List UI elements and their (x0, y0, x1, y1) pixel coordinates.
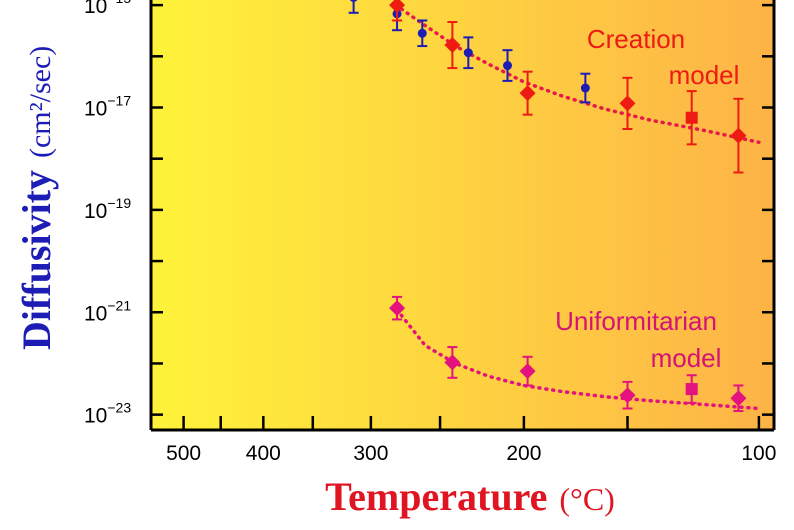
point-marker-circle (349, 0, 358, 2)
point-marker-diamond (519, 363, 536, 380)
y-axis-title-main: Diffusivity (14, 170, 59, 350)
data-point (444, 346, 461, 379)
data-point (348, 0, 359, 14)
y-tick-label: 10−19 (84, 195, 131, 223)
point-marker-diamond (444, 354, 461, 371)
data-point (619, 380, 636, 410)
data-point (444, 21, 461, 70)
y-tick-base: 10 (84, 0, 107, 18)
y-tick-base: 10 (84, 98, 107, 121)
point-marker-circle (417, 28, 427, 38)
point-marker-diamond (519, 85, 536, 102)
y-tick-label: 10−21 (84, 297, 131, 325)
y-tick-base: 10 (84, 405, 107, 428)
data-point (519, 355, 536, 387)
y-tick-label: 10−17 (84, 93, 131, 121)
point-marker-diamond (444, 37, 461, 54)
axes (149, 0, 776, 432)
point-marker-diamond (619, 95, 636, 112)
point-marker-circle (580, 83, 590, 93)
point-marker-circle (463, 48, 473, 58)
model-curve-2 (395, 307, 761, 411)
annotation-line: Creation (587, 24, 685, 54)
point-marker-square (685, 111, 698, 124)
y-axis-title-unit: (cm²/sec) (24, 46, 57, 158)
point-marker-square (685, 383, 698, 396)
data-point (619, 76, 636, 130)
y-tick-exponent: −21 (107, 297, 131, 313)
y-tick-label: 10−23 (84, 400, 131, 428)
data-point (417, 19, 428, 48)
annotation-line: model (651, 343, 722, 373)
y-tick-exponent: −19 (107, 195, 131, 211)
model-curve-1 (393, 3, 761, 145)
annotation-line: model (669, 60, 740, 90)
annotations: Creation model Uniformitarian model (555, 24, 739, 373)
y-tick-exponent: −15 (107, 0, 131, 6)
data-point (463, 36, 474, 70)
point-marker-diamond (389, 300, 406, 317)
y-tick-exponent: −23 (107, 400, 131, 416)
data-point (730, 97, 747, 174)
data-point (502, 49, 513, 82)
data-point (730, 384, 747, 413)
x-axis-title: Temperature (°C) (325, 474, 615, 519)
point-marker-diamond (389, 0, 406, 14)
x-tick-label: 400 (246, 442, 281, 465)
point-marker-diamond (730, 127, 747, 144)
annotation-line: Uniformitarian (555, 306, 717, 336)
y-tick-label: 10−15 (84, 0, 131, 18)
data-point (580, 72, 591, 104)
y-axis-title: Diffusivity (cm²/sec) (14, 46, 59, 350)
x-tick-label: 200 (506, 442, 541, 465)
model-curves (393, 3, 761, 411)
point-marker-diamond (730, 390, 747, 407)
y-tick-base: 10 (84, 200, 107, 223)
x-axis-title-main: Temperature (325, 474, 547, 519)
plot-background (151, 0, 774, 430)
y-tick-base: 10 (84, 302, 107, 325)
x-tick-label: 100 (741, 442, 776, 465)
data-point (389, 0, 406, 22)
point-marker-circle (503, 61, 513, 71)
x-axis-title-unit: (°C) (559, 481, 614, 517)
point-marker-diamond (619, 387, 636, 404)
data-point (685, 90, 698, 146)
data-points (348, 0, 747, 413)
data-point (685, 374, 698, 404)
data-point (519, 70, 536, 116)
tick-marks (151, 3, 774, 430)
y-tick-exponent: −17 (107, 93, 131, 109)
x-tick-label: 300 (353, 442, 388, 465)
data-point (389, 295, 406, 321)
x-tick-label: 500 (166, 442, 201, 465)
